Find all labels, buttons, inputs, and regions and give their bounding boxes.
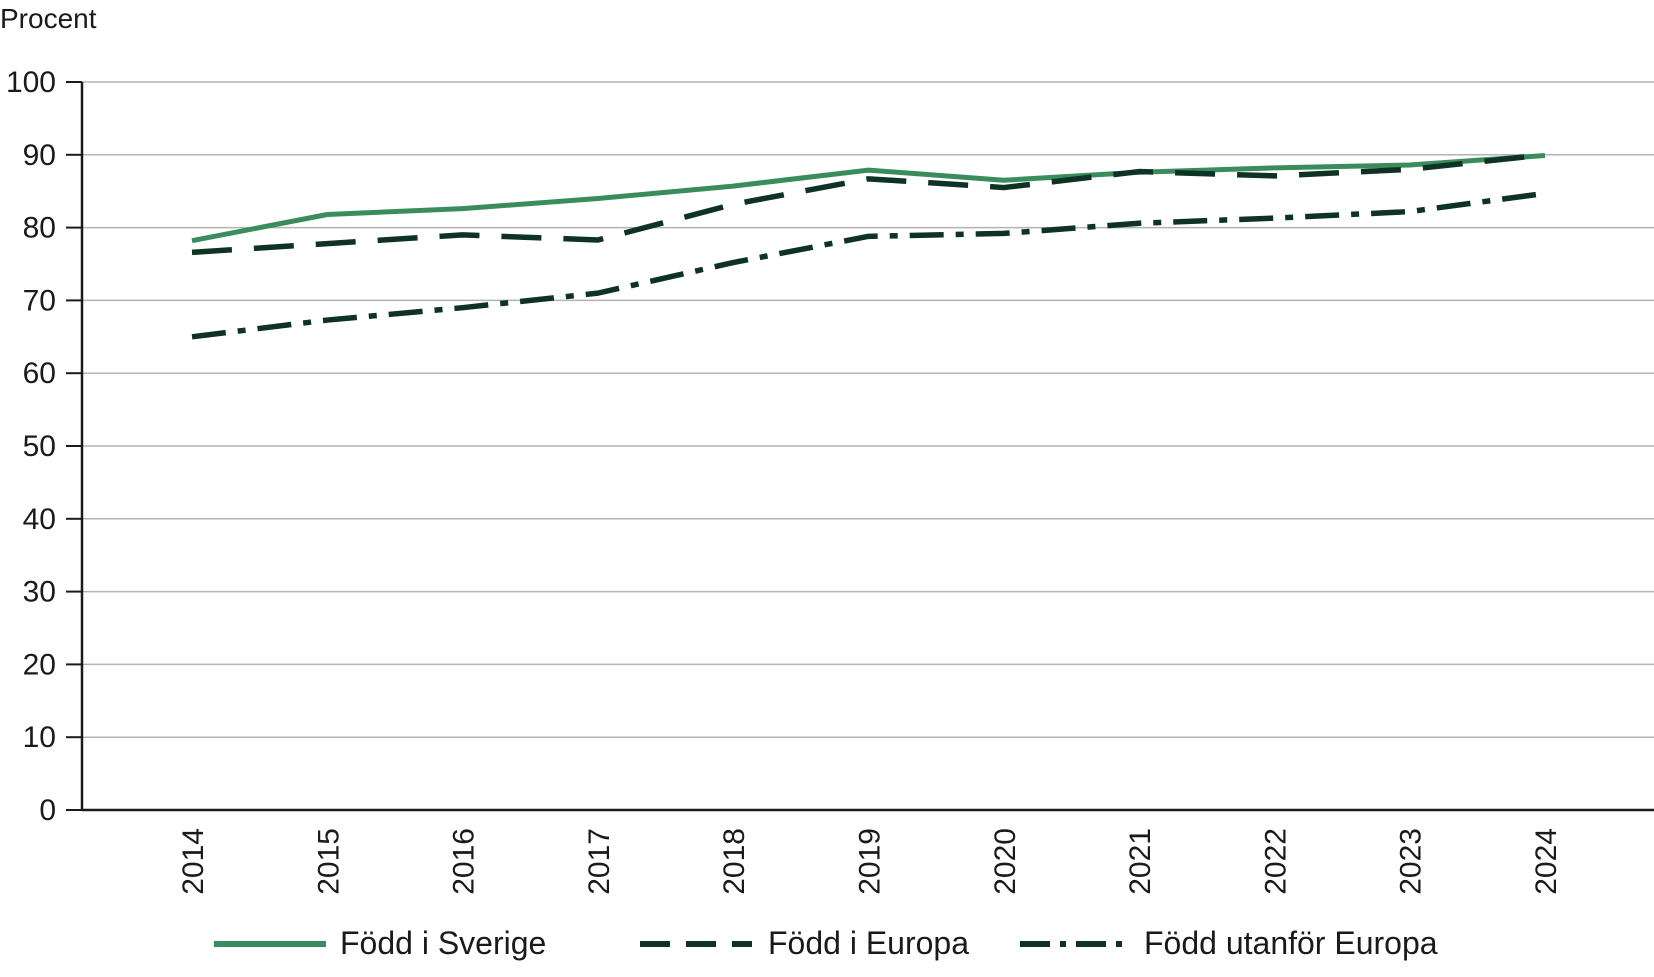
y-tick-label: 50 [23,430,56,463]
y-axis-unit-label: Procent [0,3,97,34]
x-tick-label: 2018 [718,828,751,895]
y-tick-label: 70 [23,284,56,317]
legend-item-f-dd-i-sverige: Född i Sverige [214,925,546,961]
y-tick-labels: 0 10 20 30 40 50 60 70 80 90 100 [6,66,56,827]
x-tick-label: 2017 [583,828,616,895]
axes [66,81,1654,812]
x-tick-label: 2019 [854,828,887,895]
y-tick-label: 20 [23,648,56,681]
y-tick-label: 10 [23,721,56,754]
series-line-f-dd-i-europa [191,152,1546,256]
series-line-f-dd-i-sverige [191,153,1546,244]
legend-label: Född utanför Europa [1144,925,1438,961]
x-tick-label: 2016 [448,828,481,895]
legend-item-f-dd-i-europa: Född i Europa [640,925,969,961]
gridlines [82,81,1654,738]
x-tick-label: 2023 [1395,828,1428,895]
y-tick-label: 30 [23,576,56,609]
y-tick-label: 60 [23,357,56,390]
x-tick-label: 2015 [312,828,345,895]
x-tick-label: 2022 [1259,828,1292,895]
x-tick-label: 2020 [989,828,1022,895]
x-tick-label: 2021 [1124,828,1157,895]
x-tick-label: 2024 [1530,828,1563,895]
legend-label: Född i Sverige [340,925,546,961]
legend-item-f-dd-utanf-r-europa: Född utanför Europa [1020,925,1438,961]
y-tick-label: 100 [6,66,56,99]
x-tick-labels: 2014 2015 2016 2017 2018 2019 2020 2021 2022 2023… [177,828,1563,895]
y-tick-label: 40 [23,503,56,536]
legend-label: Född i Europa [768,925,969,961]
legend: Född i Sverige Född i Europa Född utanför … [214,925,1438,961]
x-tick-label: 2014 [177,828,210,895]
series-line-f-dd-utanf-r-europa [191,190,1546,340]
series-lines [191,152,1546,340]
y-tick-label: 90 [23,139,56,172]
y-tick-label: 80 [23,212,56,245]
y-tick-label: 0 [39,794,56,827]
